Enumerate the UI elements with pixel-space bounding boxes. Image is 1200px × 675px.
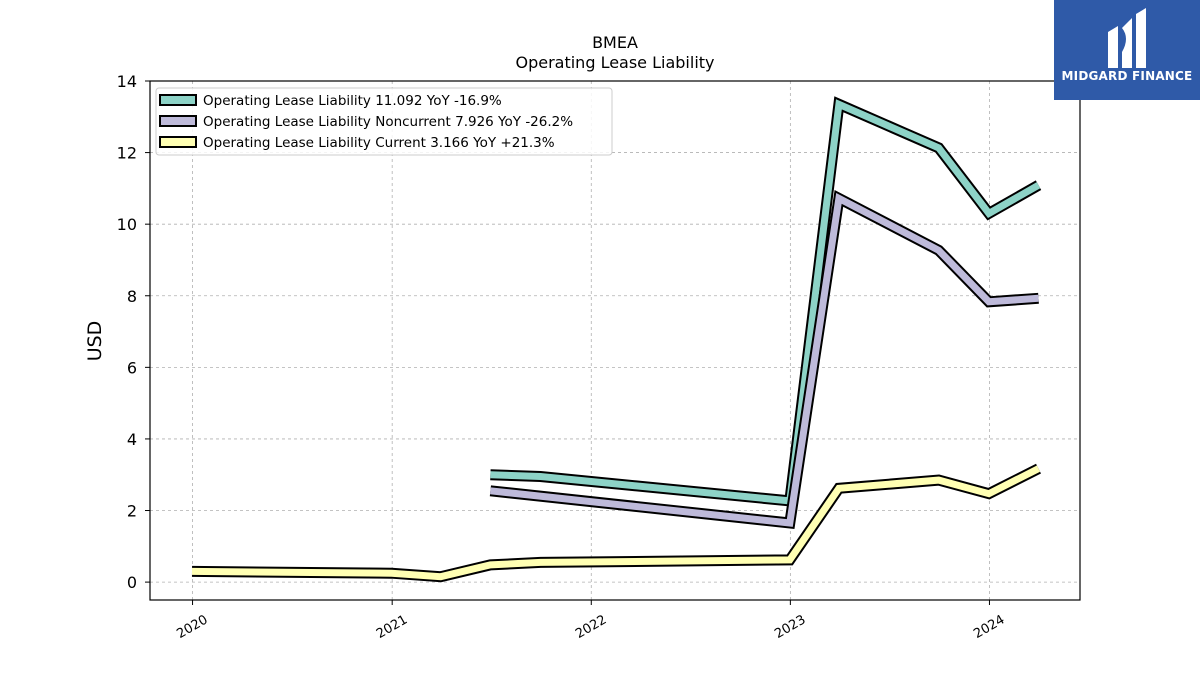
y-tick-label: 8 <box>127 287 137 306</box>
series-line <box>490 99 1041 505</box>
midgard-logo-icon <box>1108 8 1146 68</box>
legend-swatch <box>159 136 197 148</box>
x-tick-label: 2024 <box>971 612 1007 642</box>
y-tick-label: 0 <box>127 573 137 592</box>
legend: Operating Lease Liability 11.092 YoY -16… <box>155 87 613 156</box>
y-tick-label: 6 <box>127 358 137 377</box>
legend-entry: Operating Lease Liability Current 3.166 … <box>203 135 555 151</box>
y-tick-label: 10 <box>117 215 137 234</box>
series-line-outline <box>490 96 1042 507</box>
chart-subtitle: Operating Lease Liability <box>515 53 714 72</box>
brand-logo: MIDGARD FINANCE <box>1054 0 1200 100</box>
legend-swatch <box>159 94 197 106</box>
y-tick-label: 4 <box>127 430 137 449</box>
series-line <box>490 193 1039 527</box>
x-tick-label: 2023 <box>772 612 808 642</box>
legend-swatch <box>159 115 197 127</box>
chart-title: BMEA <box>592 33 638 52</box>
series-2 <box>191 463 1041 583</box>
plot-frame <box>149 80 1081 601</box>
brand-name: MIDGARD FINANCE <box>1061 69 1193 83</box>
x-tick-label: 2021 <box>374 612 410 642</box>
series-1 <box>489 189 1039 530</box>
legend-entry: Operating Lease Liability Noncurrent 7.9… <box>203 114 573 130</box>
y-tick-label: 14 <box>117 72 137 91</box>
y-tick-label: 12 <box>117 144 137 163</box>
legend-entry: Operating Lease Liability 11.092 YoY -16… <box>203 93 502 109</box>
y-tick-label: 2 <box>127 502 137 521</box>
y-axis-label: USD <box>84 321 106 362</box>
x-tick-label: 2022 <box>573 612 609 642</box>
series-line <box>191 465 1041 581</box>
series-layer <box>191 96 1042 583</box>
legend-box <box>155 87 613 156</box>
x-tick-label: 2020 <box>174 612 210 642</box>
axes: 0 2 4 6 8 10 12 14 2020 2021 2022 2023 2024 <box>117 72 1008 642</box>
series-0 <box>490 96 1042 507</box>
